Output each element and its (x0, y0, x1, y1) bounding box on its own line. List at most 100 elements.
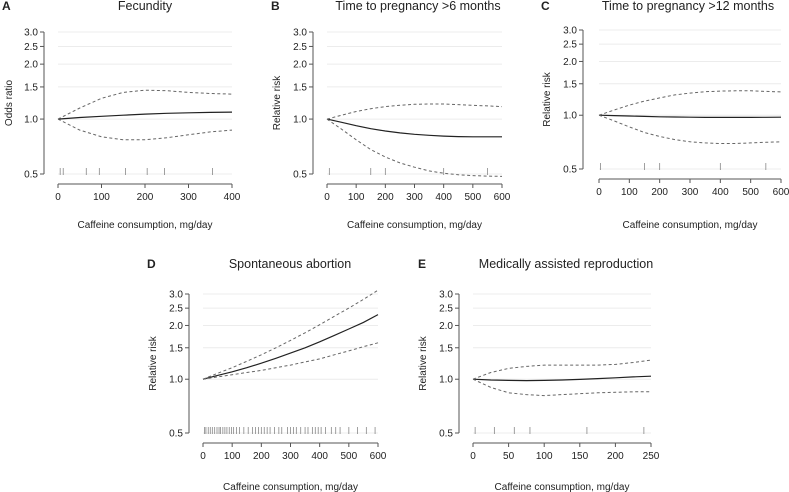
x-tick-label: 500 (464, 192, 481, 203)
x-tick-label: 400 (712, 187, 729, 198)
y-tick-label: 2.0 (24, 60, 38, 71)
x-tick-label: 300 (282, 451, 299, 462)
y-tick-label: 0.5 (439, 429, 453, 440)
panel-e: 0.5 1.0 1.5 2.0 2.5 3.0 0 50 100 150 200 250 E Medica… (418, 257, 660, 492)
y-axis-label: Relative risk (148, 335, 159, 390)
x-tick-label: 150 (571, 451, 588, 462)
y-tick-label: 1.5 (439, 343, 453, 354)
panel-d: 0.5 1.0 1.5 2.0 2.5 3.0 0 100 200 300 400 500 600 D Sp… (147, 257, 387, 492)
y-axis-label: Odds ratio (4, 79, 15, 126)
x-tick-label: 300 (682, 187, 699, 198)
y-tick-label: 1.0 (24, 115, 38, 126)
y-tick-label: 0.5 (293, 170, 307, 181)
panel-a: 0.5 1.0 1.5 2.0 2.5 3.0 0 100 200 300 400 A Fecundit… (2, 0, 241, 231)
y-axis-label: Relative risk (418, 335, 429, 390)
chart-title: Fecundity (118, 0, 173, 13)
x-tick-label: 100 (224, 451, 241, 462)
panel-letter: E (418, 257, 426, 271)
x-tick-label: 200 (253, 451, 270, 462)
y-tick-label: 2.5 (293, 42, 307, 53)
x-tick-label: 250 (643, 451, 660, 462)
x-tick-label: 400 (224, 192, 241, 203)
x-axis-label: Caffeine consumption, mg/day (623, 220, 758, 231)
x-tick-label: 600 (494, 192, 511, 203)
x-tick-label: 0 (324, 192, 330, 203)
y-tick-label: 3.0 (24, 28, 38, 39)
y-tick-label: 2.0 (563, 57, 577, 68)
x-tick-label: 100 (93, 192, 110, 203)
x-tick-label: 500 (340, 451, 357, 462)
series-line-upper (57, 89, 233, 120)
y-tick-label: 2.5 (439, 304, 453, 315)
series-line-upper (202, 289, 379, 380)
y-tick-label: 3.0 (563, 26, 577, 37)
series-line-upper (326, 103, 503, 120)
x-tick-label: 300 (406, 192, 423, 203)
series-line-lower (472, 378, 651, 397)
y-tick-label: 2.5 (169, 304, 183, 315)
x-tick-label: 400 (435, 192, 452, 203)
x-axis-label: Caffeine consumption, mg/day (347, 220, 482, 231)
y-tick-label: 2.5 (563, 40, 577, 51)
x-tick-label: 300 (180, 192, 197, 203)
series-line-estimate (598, 114, 782, 118)
x-tick-label: 0 (55, 192, 61, 203)
y-tick-label: 1.0 (439, 375, 453, 386)
y-tick-label: 1.5 (563, 79, 577, 90)
y-tick-label: 1.0 (169, 375, 183, 386)
x-axis-label: Caffeine consumption, mg/day (223, 482, 358, 492)
y-tick-label: 2.0 (439, 321, 453, 332)
y-tick-label: 1.5 (24, 82, 38, 93)
x-tick-label: 0 (470, 451, 476, 462)
y-tick-label: 3.0 (439, 290, 453, 301)
y-tick-label: 1.0 (563, 111, 577, 122)
x-tick-label: 200 (137, 192, 154, 203)
x-tick-label: 400 (311, 451, 328, 462)
y-tick-label: 3.0 (293, 28, 307, 39)
series-line-lower (598, 114, 782, 144)
y-tick-label: 3.0 (169, 290, 183, 301)
y-tick-label: 2.5 (24, 42, 38, 53)
y-tick-label: 2.0 (293, 60, 307, 71)
x-tick-label: 0 (200, 451, 206, 462)
x-axis-label: Caffeine consumption, mg/day (495, 482, 630, 492)
y-tick-label: 0.5 (24, 170, 38, 181)
x-tick-label: 200 (651, 187, 668, 198)
panel-c: 0.5 1.0 1.5 2.0 2.5 3.0 0 100 200 300 400 500 600 C Ti… (541, 0, 789, 231)
series-line-upper (598, 90, 782, 116)
x-tick-label: 50 (503, 451, 515, 462)
x-tick-label: 0 (596, 187, 602, 198)
series-line-lower (57, 118, 233, 141)
panel-letter: A (2, 0, 11, 13)
series-line-upper (472, 359, 652, 380)
panel-letter: D (147, 257, 156, 271)
x-tick-label: 100 (536, 451, 553, 462)
y-tick-label: 1.5 (293, 82, 307, 93)
x-axis-label: Caffeine consumption, mg/day (78, 220, 213, 231)
series-line-lower (202, 342, 379, 380)
series-line-estimate (57, 111, 233, 120)
y-axis-label: Relative risk (272, 75, 283, 130)
x-tick-label: 600 (773, 187, 789, 198)
chart-title: Time to pregnancy >12 months (602, 0, 774, 13)
x-tick-label: 600 (370, 451, 387, 462)
x-tick-label: 200 (377, 192, 394, 203)
series-line-lower (326, 118, 503, 177)
x-tick-label: 200 (607, 451, 624, 462)
panel-letter: B (271, 0, 280, 13)
y-tick-label: 0.5 (563, 165, 577, 176)
y-tick-label: 0.5 (169, 429, 183, 440)
y-tick-label: 1.0 (293, 115, 307, 126)
x-tick-label: 100 (348, 192, 365, 203)
y-tick-label: 1.5 (169, 343, 183, 354)
series-line-estimate (472, 375, 652, 382)
series-line-estimate (326, 118, 502, 138)
x-tick-label: 100 (621, 187, 638, 198)
chart-title: Spontaneous abortion (229, 257, 351, 271)
y-tick-label: 2.0 (169, 321, 183, 332)
series-line-estimate (202, 314, 379, 380)
chart-title: Medically assisted reproduction (479, 257, 653, 271)
y-axis-label: Relative risk (542, 71, 553, 126)
chart-title: Time to pregnancy >6 months (335, 0, 500, 13)
